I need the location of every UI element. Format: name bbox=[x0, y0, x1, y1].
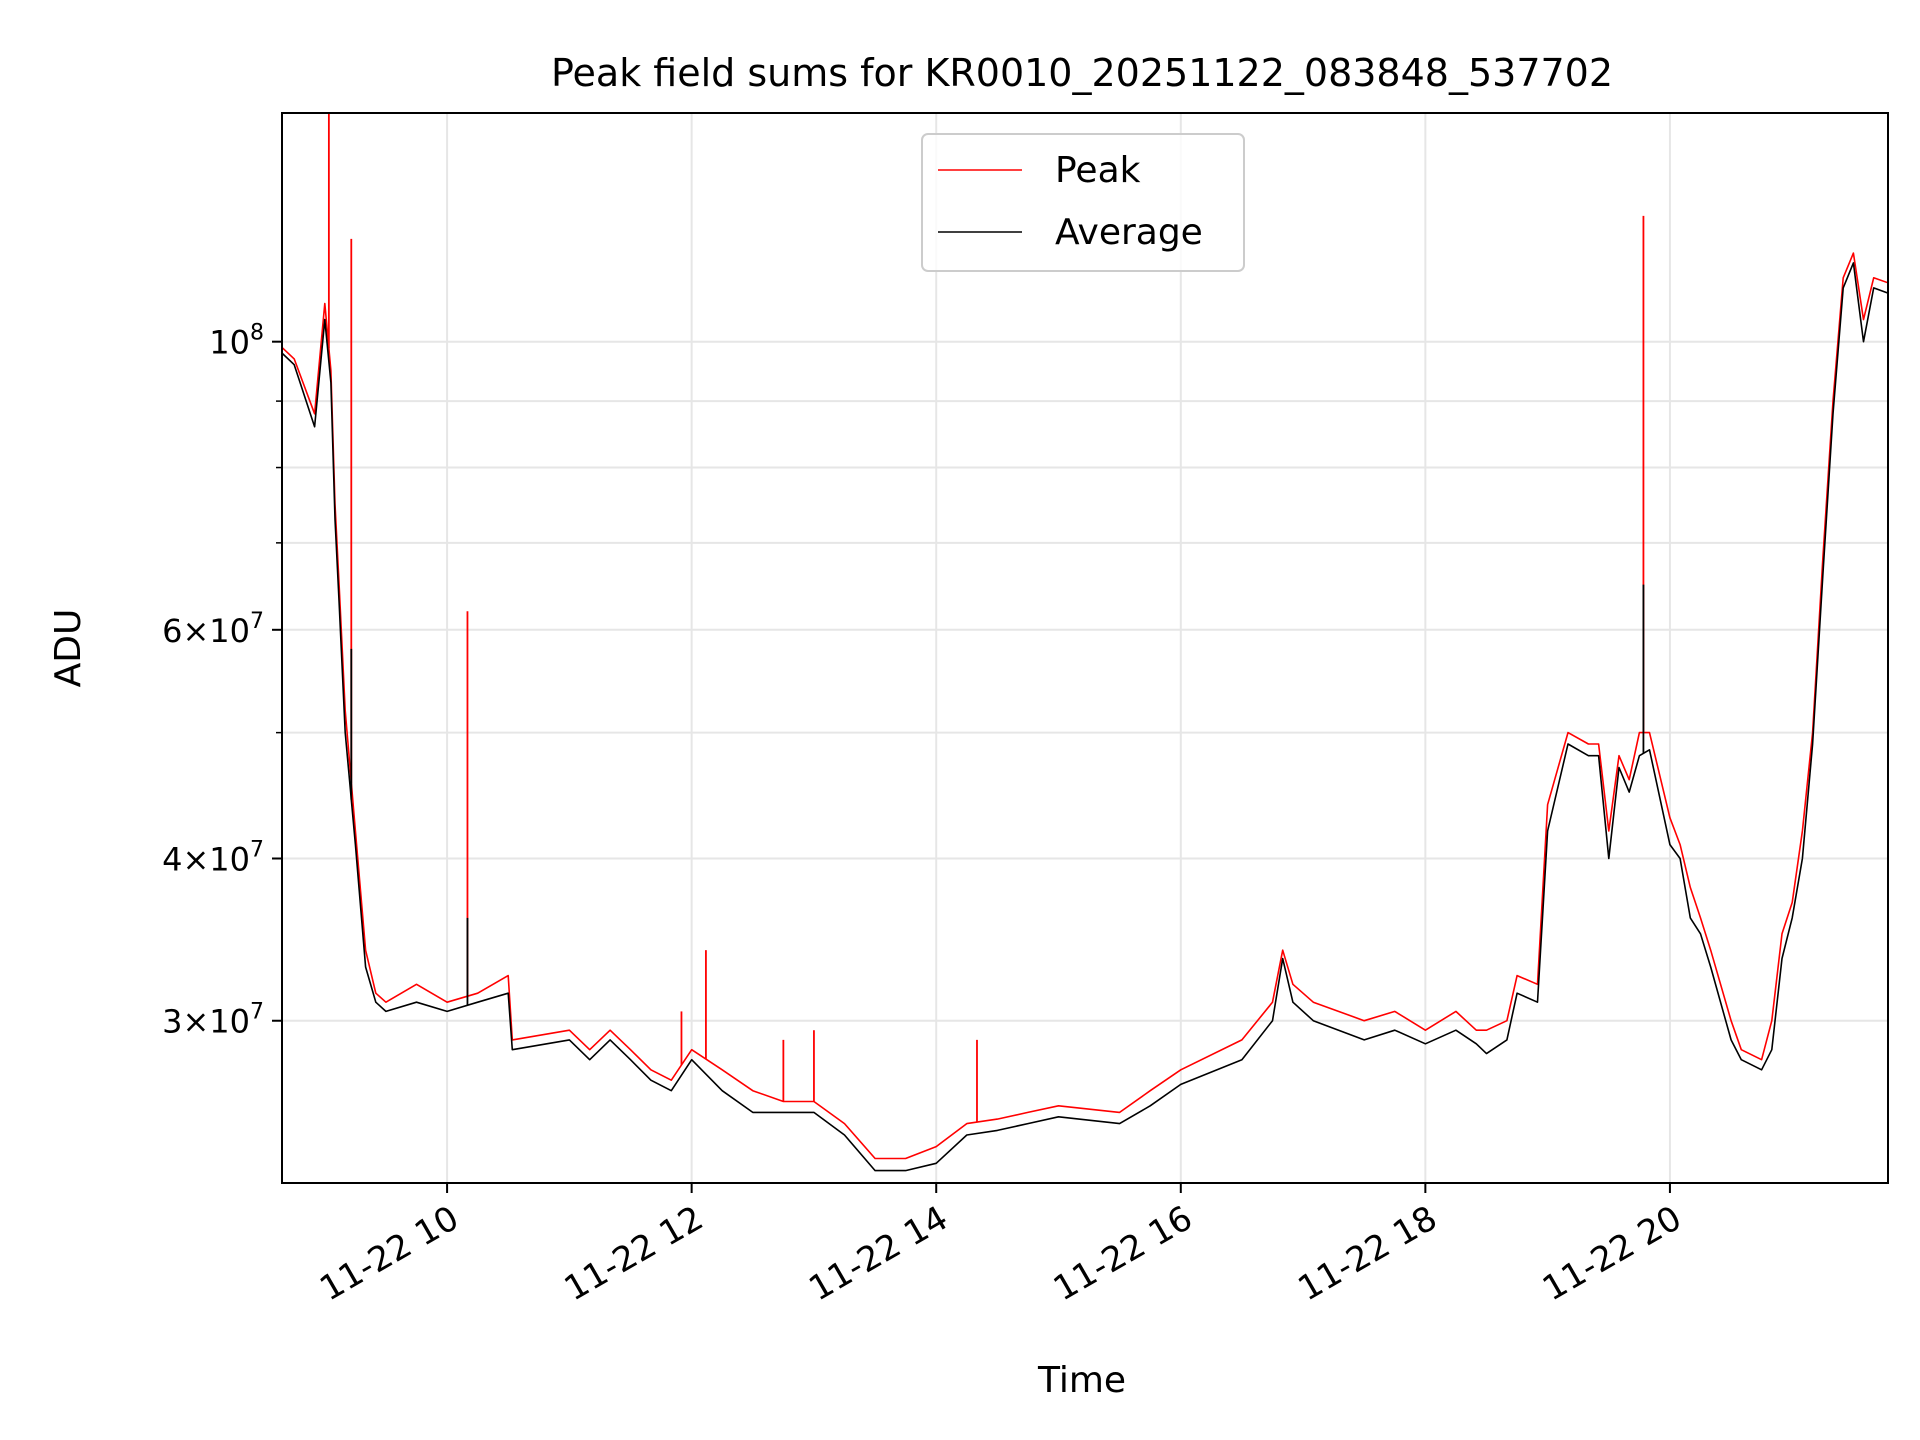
y-tick-label: 4×107 bbox=[162, 837, 264, 878]
y-tick-times-sign: × bbox=[182, 612, 209, 650]
chart-title: Peak field sums for KR0010_20251122_0838… bbox=[551, 51, 1613, 95]
legend-peak-label: Peak bbox=[1055, 150, 1141, 191]
average-spikes bbox=[350, 584, 1645, 1006]
y-tick-mantissa: 6 bbox=[162, 612, 182, 650]
peak-series-line bbox=[282, 252, 1888, 1160]
plot-frame bbox=[281, 112, 1889, 1184]
y-tick-mantissa: 4 bbox=[162, 840, 182, 878]
y-tick-mantissa: 3 bbox=[162, 1003, 182, 1041]
y-tick-base: 10 bbox=[209, 324, 250, 362]
y-tick-label: 6×107 bbox=[162, 609, 264, 650]
y-tick-label: 108 bbox=[209, 321, 264, 362]
legend-box bbox=[921, 133, 1245, 272]
y-tick-base: 10 bbox=[209, 840, 250, 878]
y-tick-exponent: 7 bbox=[250, 1000, 264, 1025]
y-axis-label: ADU bbox=[48, 609, 89, 688]
minor-grid-lines bbox=[282, 400, 1888, 734]
y-tick-times-sign: × bbox=[182, 840, 209, 878]
y-tick-base: 10 bbox=[209, 612, 250, 650]
average-series-line bbox=[282, 262, 1888, 1172]
grid-lines bbox=[282, 113, 1888, 1183]
y-tick-times-sign: × bbox=[182, 1003, 209, 1041]
y-tick-exponent: 8 bbox=[250, 321, 264, 346]
y-tick-exponent: 7 bbox=[250, 837, 264, 862]
legend-average-label: Average bbox=[1055, 212, 1203, 253]
y-tick-exponent: 7 bbox=[250, 609, 264, 634]
legend: Peak Average bbox=[921, 133, 1245, 272]
y-tick-label: 3×107 bbox=[162, 1000, 264, 1041]
x-axis-label: Time bbox=[1037, 1360, 1126, 1401]
y-tick-base: 10 bbox=[209, 1003, 250, 1041]
